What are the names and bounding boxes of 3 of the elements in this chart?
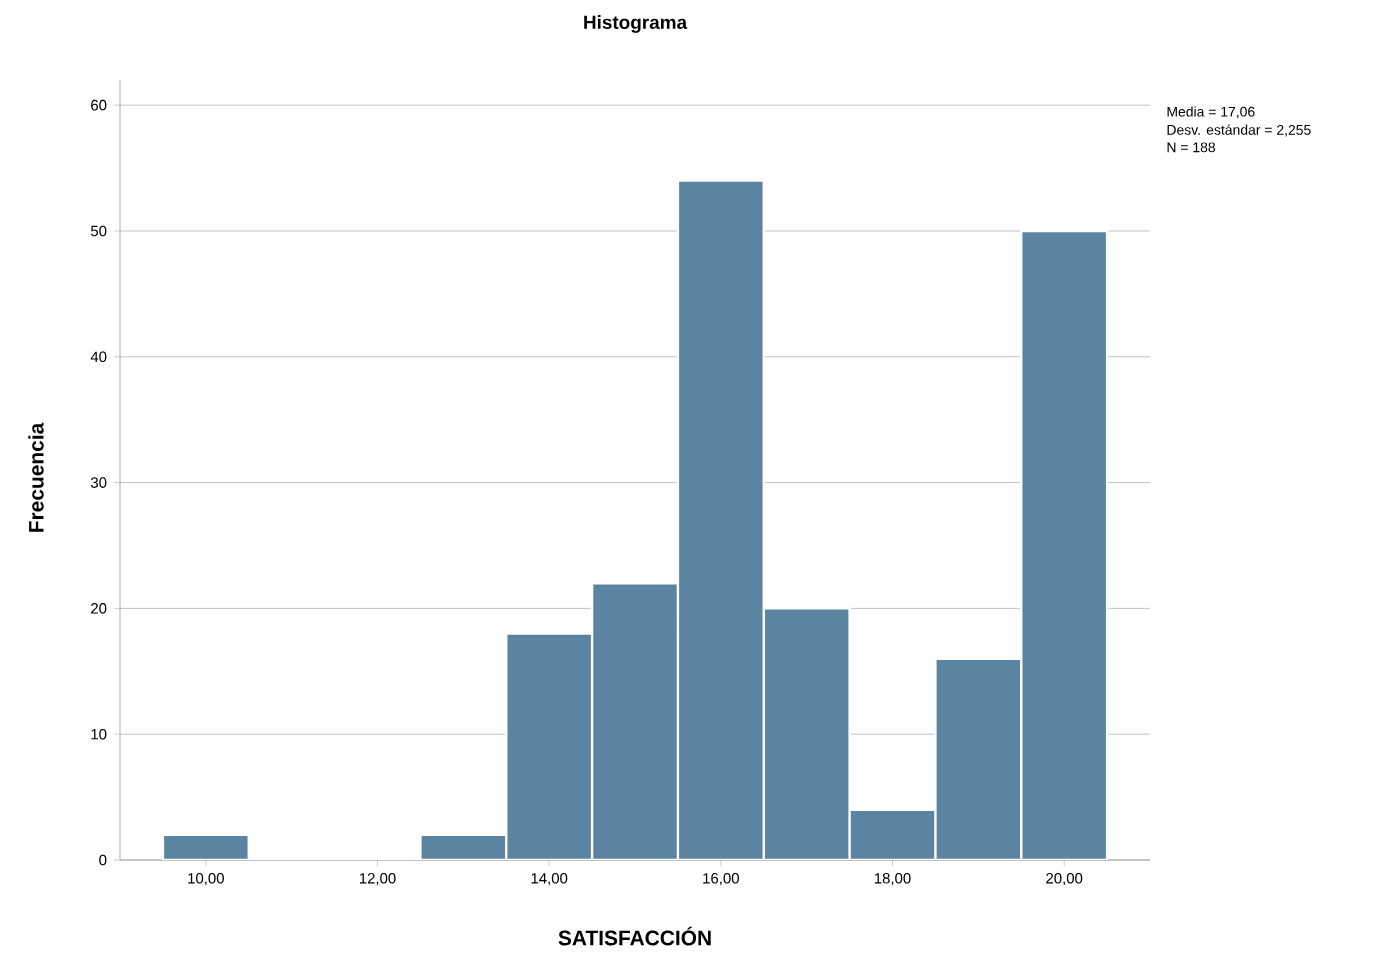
chart-title: Histograma <box>584 15 688 33</box>
y-axis-title: Frecuencia <box>28 422 44 532</box>
x-axis-title: SATISFACCIÓN <box>558 926 711 946</box>
